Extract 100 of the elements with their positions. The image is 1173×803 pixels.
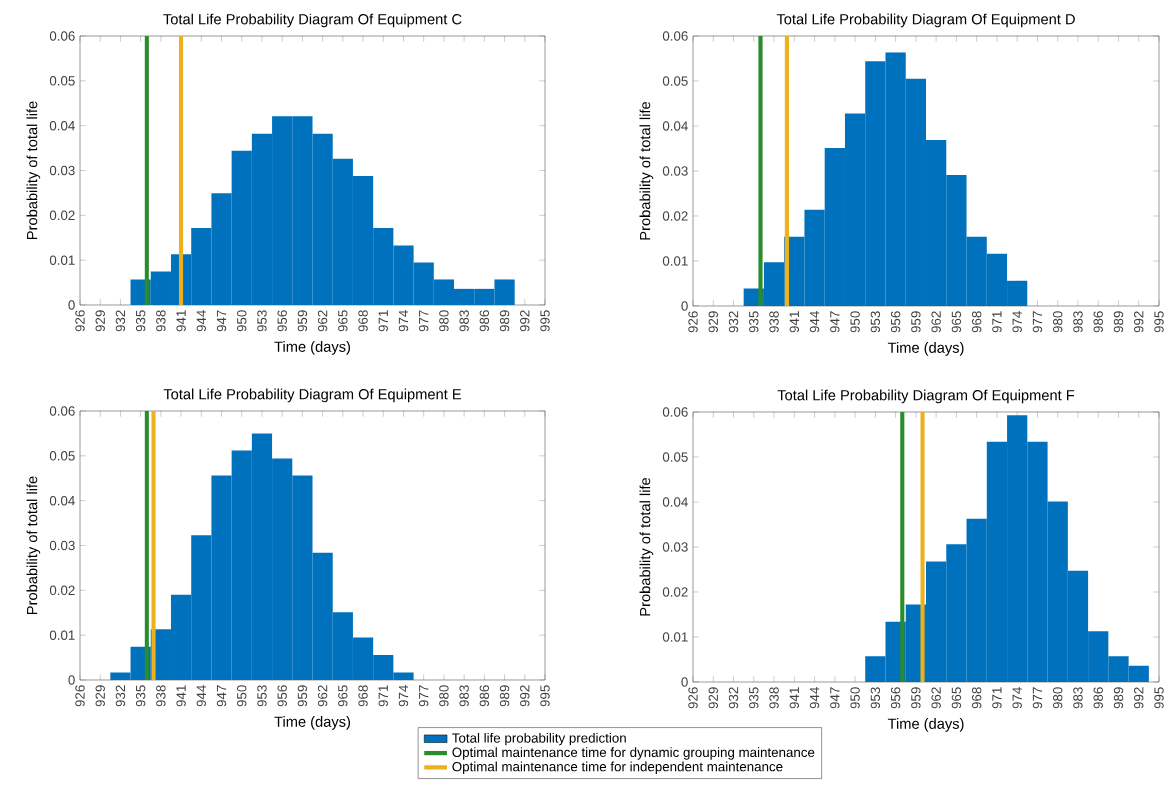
x-axis-title: Time (days) [274,341,351,355]
x-tick-label: 980 [1052,311,1063,333]
x-tick-label: 968 [358,685,368,707]
y-tick-label: 0 [68,300,75,310]
x-tick-label: 950 [237,310,247,332]
y-tick-label: 0.01 [662,632,688,642]
legend-label: Optimal maintenance time for dynamic grouping maintenance [452,747,815,760]
x-tick-label: 974 [398,685,409,707]
x-tick-label: 965 [338,310,348,332]
legend-label: Total life probability prediction [452,732,626,746]
chart-title: Total Life Probability Diagram Of Equipment D [776,13,1075,28]
x-tick-label: 980 [439,685,449,707]
x-tick-label: 959 [911,311,921,333]
x-tick-label: 926 [75,685,85,707]
y-tick-label: 0.05 [49,451,75,461]
x-tick-label: 932 [115,310,126,332]
y-tick-label: 0.05 [662,76,688,86]
y-axis-title: Probability of total life [26,101,41,239]
x-tick-label: 932 [728,311,739,333]
x-tick-label: 944 [196,310,207,332]
x-tick-label: 929 [708,311,718,333]
x-tick-label: 941 [789,311,800,333]
x-tick-label: 935 [749,311,759,333]
x-tick-label: 986 [1093,311,1103,333]
y-axis-title: Probability of total life [639,477,654,616]
x-tick-label: 959 [297,685,308,707]
x-tick-label: 956 [277,310,287,332]
chart-title: Total Life Probability Diagram Of Equipment F [777,389,1075,404]
x-tick-label: 956 [890,311,901,333]
x-tick-label: 941 [176,310,186,332]
x-tick-label: 992 [1134,687,1144,709]
x-tick-label: 941 [176,685,186,707]
y-tick-label: 0 [681,301,688,311]
y-tick-label: 0.02 [662,211,688,221]
x-tick-label: 965 [951,311,962,333]
x-tick-label: 953 [257,685,267,707]
x-tick-label: 980 [439,310,449,332]
x-tick-label: 941 [789,687,800,709]
x-tick-label: 929 [708,687,718,709]
y-tick-label: 0.03 [49,165,75,176]
x-tick-label: 974 [398,310,409,332]
legend-label: Optimal maintenance time for independent maintenance [452,761,783,775]
x-tick-label: 995 [1154,687,1164,709]
chart-title: Total Life Probability Diagram Of Equipment E [163,388,461,403]
y-tick-label: 0.06 [662,407,688,417]
x-tick-label: 977 [1032,311,1043,333]
x-tick-label: 986 [479,310,490,332]
y-tick-label: 0.01 [49,630,75,640]
y-tick-label: 0.02 [662,587,688,597]
x-tick-label: 977 [418,685,429,707]
x-tick-label: 995 [540,685,550,707]
y-tick-label: 0.05 [662,452,688,462]
y-tick-label: 0.04 [49,495,75,506]
x-tick-label: 962 [317,685,328,707]
x-tick-label: 935 [749,687,759,709]
x-tick-label: 947 [216,685,227,707]
y-tick-label: 0.02 [49,210,75,221]
x-tick-label: 968 [971,311,982,333]
x-tick-label: 995 [1154,311,1164,333]
y-tick-label: 0.01 [662,256,688,266]
x-tick-label: 986 [479,685,490,707]
x-tick-label: 935 [135,685,146,707]
x-tick-label: 932 [115,685,126,707]
x-tick-label: 938 [156,685,166,707]
x-tick-label: 947 [216,310,227,332]
x-tick-label: 983 [459,310,469,332]
x-tick-label: 965 [338,685,348,707]
x-tick-label: 962 [931,311,941,333]
x-tick-label: 956 [277,685,287,707]
y-tick-label: 0.03 [662,542,688,552]
x-tick-label: 965 [951,687,962,709]
x-tick-label: 995 [540,310,550,332]
x-tick-label: 938 [769,687,779,709]
x-tick-label: 944 [809,687,820,709]
x-tick-label: 929 [95,685,105,707]
y-tick-label: 0.06 [49,31,75,41]
x-tick-label: 968 [358,310,368,332]
x-tick-label: 986 [1093,687,1103,709]
x-tick-label: 938 [156,310,166,332]
x-tick-label: 953 [257,310,267,332]
y-tick-label: 0.01 [49,255,75,265]
y-tick-label: 0.06 [662,31,688,41]
y-axis-title: Probability of total life [639,101,654,240]
x-tick-label: 971 [992,687,1002,709]
x-tick-label: 926 [688,311,698,333]
x-tick-label: 950 [850,311,860,333]
y-tick-label: 0.04 [49,120,75,131]
x-tick-label: 944 [809,311,820,333]
x-tick-label: 977 [418,310,429,332]
x-tick-label: 971 [378,685,388,707]
x-tick-label: 953 [870,311,881,333]
x-tick-label: 929 [95,310,105,332]
x-tick-label: 989 [499,310,510,332]
x-tick-label: 989 [1113,311,1124,333]
y-axis-title: Probability of total life [26,476,41,614]
y-tick-label: 0.02 [49,585,75,596]
y-tick-label: 0.04 [662,121,688,131]
x-tick-label: 959 [911,687,921,709]
x-tick-label: 962 [317,310,328,332]
x-tick-label: 974 [1012,311,1022,333]
